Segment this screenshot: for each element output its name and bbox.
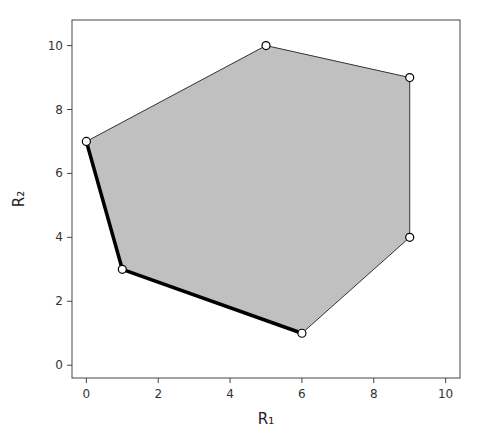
x-tick — [158, 378, 159, 383]
y-tick — [67, 365, 72, 366]
plot-frame — [72, 20, 460, 378]
vertex — [406, 74, 414, 82]
chart-container: 0 2 4 6 8 10 0 2 4 6 8 10 R₁ R₂ — [0, 0, 480, 440]
x-tick-label: 2 — [154, 387, 162, 401]
x-tick-label: 8 — [370, 387, 378, 401]
y-tick-label: 6 — [55, 166, 63, 180]
x-tick — [445, 378, 446, 383]
x-tick-label: 10 — [438, 387, 453, 401]
segment — [86, 141, 302, 333]
x-tick — [230, 378, 231, 383]
y-axis-label: R₂ — [10, 191, 28, 207]
y-tick — [67, 45, 72, 46]
y-tick — [67, 173, 72, 174]
y-tick-label: 10 — [48, 39, 63, 53]
y-tick-label: 2 — [55, 294, 63, 308]
x-tick-label: 6 — [298, 387, 306, 401]
region — [86, 46, 409, 334]
y-tick — [67, 301, 72, 302]
x-tick-label: 0 — [83, 387, 91, 401]
y-tick-label: 8 — [55, 103, 63, 117]
y-tick-label: 0 — [55, 358, 63, 372]
y-tick — [67, 109, 72, 110]
vertex — [82, 137, 90, 145]
x-tick — [301, 378, 302, 383]
vertex — [406, 233, 414, 241]
x-tick-label: 4 — [226, 387, 234, 401]
x-tick — [86, 378, 87, 383]
vertex — [298, 329, 306, 337]
y-tick-label: 4 — [55, 230, 63, 244]
vertex — [262, 42, 270, 50]
chart: 0 2 4 6 8 10 0 2 4 6 8 10 R₁ R₂ — [0, 0, 480, 440]
x-tick — [373, 378, 374, 383]
plot-area — [82, 42, 413, 338]
y-tick — [67, 237, 72, 238]
vertex — [118, 265, 126, 273]
x-axis-label: R₁ — [258, 410, 274, 428]
